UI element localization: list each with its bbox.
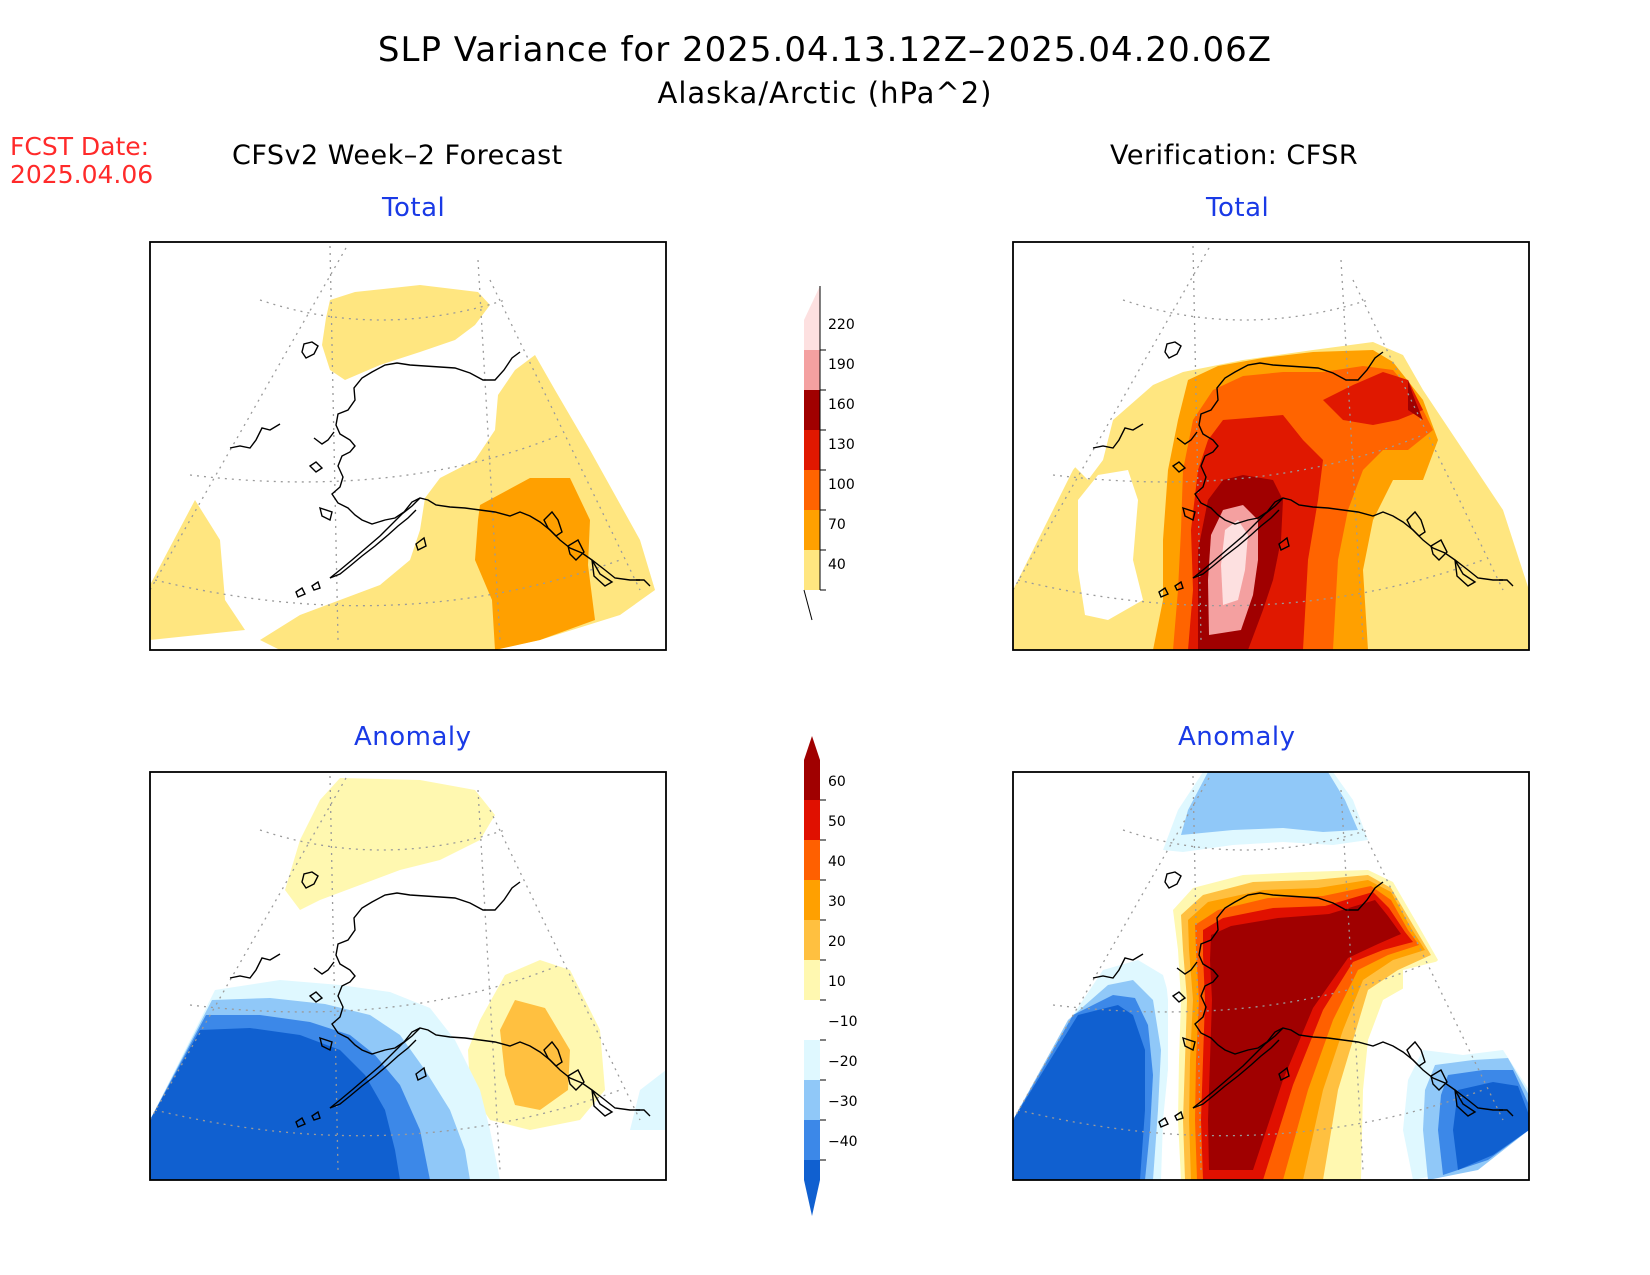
forecast-total-map [149,241,667,651]
total-colorbar-swatch [804,286,820,350]
anomaly-colorbar-swatch [804,1080,820,1120]
verification-column-title: Verification: CFSR [1110,140,1359,171]
anomaly-colorbar-label: −10 [828,1014,858,1030]
total-colorbar-swatch [804,390,820,430]
forecast-anomaly-frame [149,771,667,1181]
anomaly-colorbar-label: −40 [828,1134,858,1150]
anomaly-colorbar-swatch [804,880,820,920]
anomaly-colorbar-swatch [804,920,820,960]
forecast-anomaly-map [149,771,667,1181]
total-colorbar: 40 70 100 130 160 190 220 [803,286,855,621]
total-colorbar-swatch [804,550,820,590]
main-title: SLP Variance for 2025.04.13.12Z–2025.04.… [377,30,1273,70]
anomaly-colorbar-swatch [804,840,820,880]
anomaly-colorbar-label: 20 [828,934,846,950]
top-right-panel-label: Total [1206,193,1270,223]
anomaly-colorbar-label: 60 [828,774,846,790]
forecast-column-title: CFSv2 Week–2 Forecast [232,140,563,171]
total-colorbar-swatch [804,470,820,510]
total-colorbar-label: 220 [828,317,855,333]
verification-total-frame [1012,241,1530,651]
fcst-date-value: 2025.04.06 [10,160,154,189]
anomaly-colorbar: −40 −30 −20 −10 10 20 30 40 50 60 [804,736,858,1216]
total-colorbar-label: 70 [828,517,846,533]
bottom-right-panel-label: Anomaly [1178,722,1296,752]
total-colorbar-tail [803,589,813,621]
total-colorbar-label: 160 [828,397,855,413]
anomaly-colorbar-label: −30 [828,1094,858,1110]
total-colorbar-swatch [804,350,820,390]
anomaly-colorbar-label: −20 [828,1054,858,1070]
forecast-total-frame [149,241,667,651]
anomaly-colorbar-swatch [804,736,820,800]
anomaly-colorbar-label: 40 [828,854,846,870]
anomaly-colorbar-swatch [804,1040,820,1080]
total-colorbar-label: 40 [828,557,846,573]
anomaly-colorbar-swatch [804,1120,820,1160]
total-colorbar-label: 100 [828,477,855,493]
anomaly-colorbar-swatch [804,960,820,1000]
total-colorbar-swatch [804,510,820,550]
anomaly-colorbar-swatch [804,1000,820,1040]
anomaly-colorbar-swatch [804,800,820,840]
top-left-panel-label: Total [382,193,446,223]
anomaly-colorbar-label: 30 [828,894,846,910]
anomaly-colorbar-swatch [804,1160,820,1216]
total-colorbar-swatch [804,430,820,470]
verification-total-map [1012,241,1530,651]
verification-anomaly-frame [1012,771,1530,1181]
anomaly-colorbar-label: 10 [828,974,846,990]
fcst-date-label: FCST Date: [10,132,150,161]
total-colorbar-label: 130 [828,437,855,453]
total-colorbar-label: 190 [828,357,855,373]
verification-anomaly-map [1012,771,1530,1181]
anomaly-colorbar-label: 50 [828,814,846,830]
subtitle: Alaska/Arctic (hPa^2) [657,76,993,110]
bottom-left-panel-label: Anomaly [354,722,472,752]
